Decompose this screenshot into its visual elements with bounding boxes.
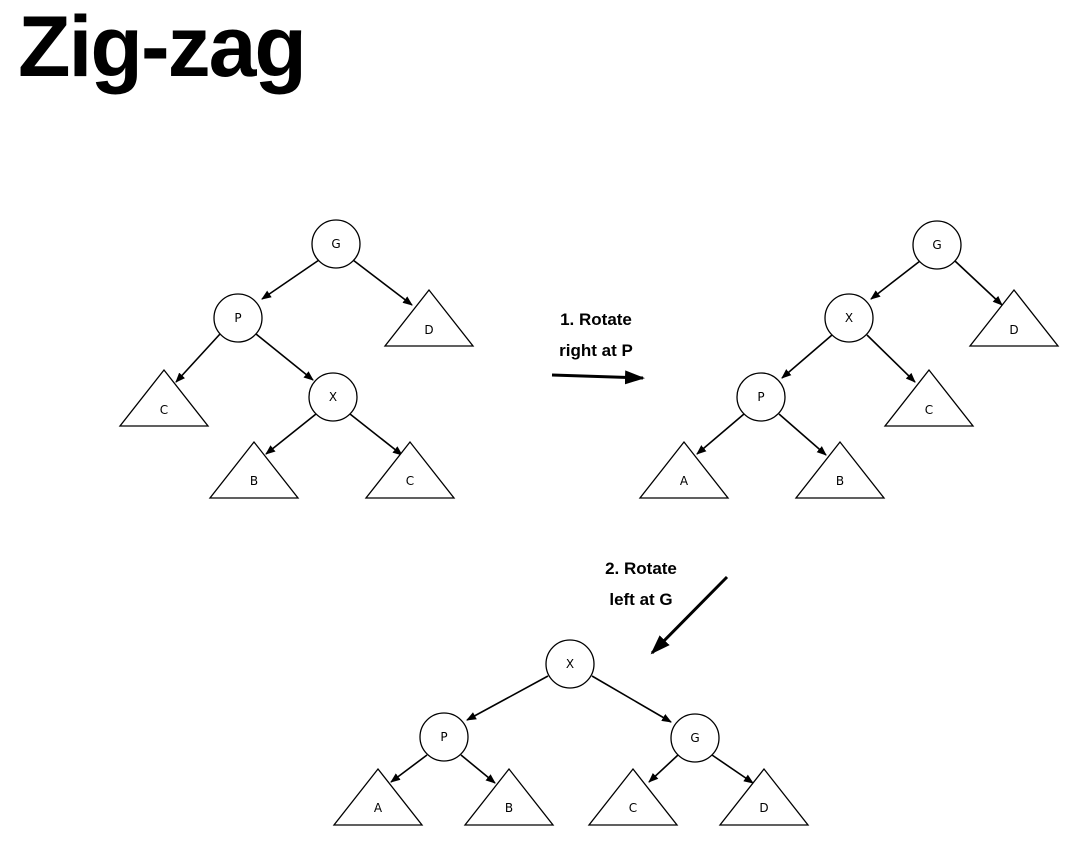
edge-p-b [778,413,827,456]
node-label: G [331,237,340,251]
subtree-label: C [160,403,168,417]
subtree-label: B [250,474,258,488]
step-2-arrow-icon [650,575,729,655]
edge-p-a [696,413,745,455]
tree-node: P [419,712,469,762]
tree-node: G [912,220,962,270]
tree-node: G [670,713,720,763]
step-2-line-2: left at G [609,590,672,609]
node-label: P [234,311,241,325]
edge-p-a [390,754,428,783]
step-1-line-2: right at P [559,341,633,360]
edge-p-c [175,333,221,383]
step-1: 1. Rotate right at P [551,310,645,385]
tree-final: X P G A B C D [332,639,810,826]
step-1-arrow-icon [551,370,645,385]
subtree-label: A [374,801,383,815]
subtree-triangle: A [332,767,424,826]
node-label: X [845,311,853,325]
subtree-triangle: B [208,440,300,499]
subtree-label: C [406,474,414,488]
node-label: G [690,731,699,745]
tree-node: X [308,372,358,422]
subtree-triangle: C [118,368,210,427]
subtree-label: A [680,474,689,488]
subtree-triangle: D [968,288,1060,347]
edge-p-b [460,754,496,784]
node-label: X [329,390,337,404]
node-label: X [566,657,574,671]
subtree-triangle: B [794,440,886,499]
step-2: 2. Rotate left at G [605,559,729,655]
subtree-triangle: D [383,288,475,347]
edge-g-d [711,754,754,784]
edge-x-p [466,675,549,721]
edge-g-x [870,260,921,300]
subtree-label: D [1009,323,1018,337]
node-label: P [757,390,764,404]
edge-g-p [261,259,320,300]
node-label: G [932,238,941,252]
edge-g-d [954,260,1003,306]
edge-x-c [349,413,403,456]
edge-x-c [866,334,916,383]
edge-p-x [255,333,314,381]
subtree-triangle: B [463,767,555,826]
subtree-label: B [836,474,844,488]
edge-x-g [591,675,672,723]
edge-g-c [648,754,679,783]
subtree-triangle: C [883,368,975,427]
edge-x-p [781,334,833,379]
subtree-label: D [759,801,768,815]
tree-node: P [736,372,786,422]
tree-node: G [311,219,361,269]
subtree-label: C [629,801,637,815]
tree-node: X [545,639,595,689]
step-2-line-1: 2. Rotate [605,559,677,578]
edge-x-b [265,413,317,455]
tree-node: X [824,293,874,343]
subtree-label: D [424,323,433,337]
node-label: P [440,730,447,744]
tree-after-first: G X P D C A B [638,220,1060,499]
subtree-label: C [925,403,933,417]
subtree-triangle: D [718,767,810,826]
subtree-label: B [505,801,513,815]
tree-before: G P X D C B C [118,219,475,499]
tree-node: P [213,293,263,343]
step-1-line-1: 1. Rotate [560,310,632,329]
subtree-triangle: C [364,440,456,499]
page-title: Zig-zag [18,0,307,95]
subtree-triangle: A [638,440,730,499]
subtree-triangle: C [587,767,679,826]
edge-g-d [352,259,413,306]
